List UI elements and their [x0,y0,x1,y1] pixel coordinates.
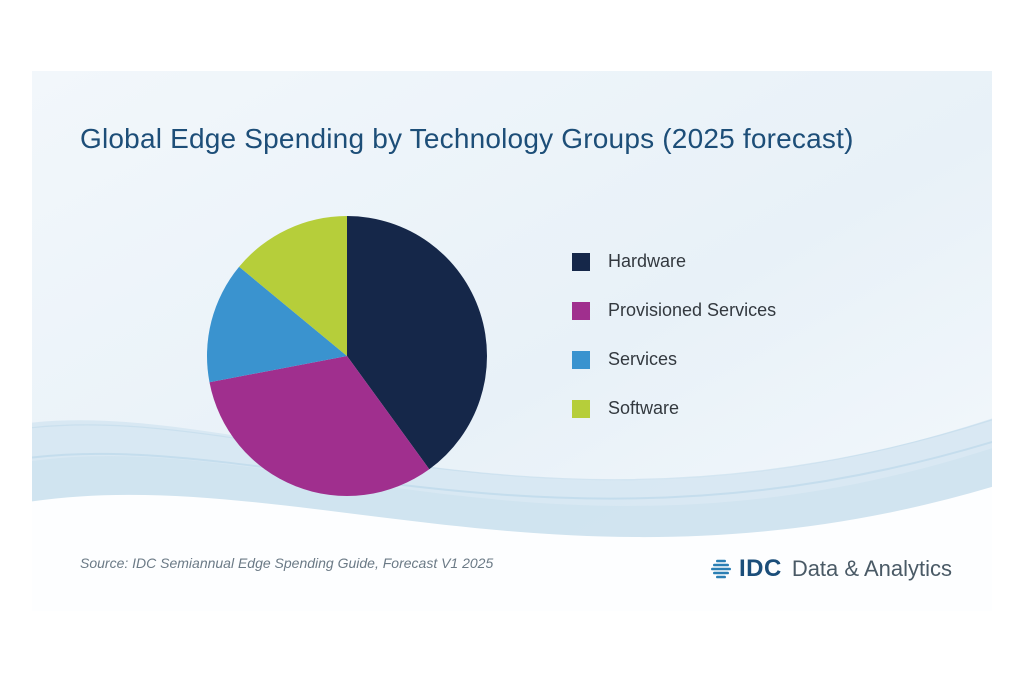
legend: Hardware Provisioned Services Services Soft… [572,251,776,419]
legend-item: Software [572,398,776,419]
legend-swatch [572,400,590,418]
legend-label: Services [608,349,677,370]
legend-swatch [572,351,590,369]
legend-label: Software [608,398,679,419]
source-citation: Source: IDC Semiannual Edge Spending Gui… [80,555,493,571]
brand-mark: IDC [709,555,782,583]
legend-item: Provisioned Services [572,300,776,321]
slide-card: Global Edge Spending by Technology Group… [32,71,992,611]
brand-mark-text: IDC [739,555,782,583]
legend-item: Hardware [572,251,776,272]
content-layer: Global Edge Spending by Technology Group… [32,71,992,611]
chart-title: Global Edge Spending by Technology Group… [80,123,854,155]
legend-swatch [572,302,590,320]
pie-chart-svg [202,211,492,501]
legend-swatch [572,253,590,271]
legend-label: Provisioned Services [608,300,776,321]
idc-globe-icon [709,557,733,581]
legend-item: Services [572,349,776,370]
legend-label: Hardware [608,251,686,272]
brand-sub-text: Data & Analytics [792,556,952,582]
stage: Global Edge Spending by Technology Group… [0,0,1024,682]
brand-block: IDC Data & Analytics [709,555,952,583]
pie-chart [202,211,492,501]
